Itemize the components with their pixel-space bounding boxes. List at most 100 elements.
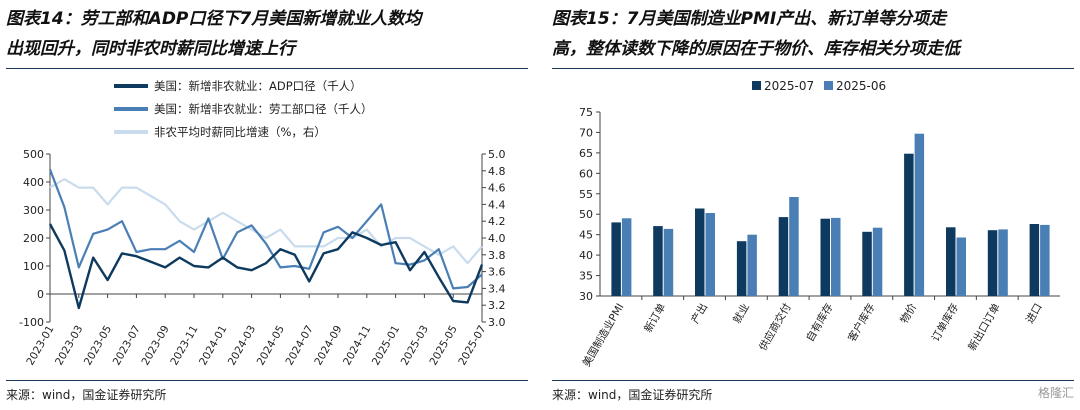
right-y-tick-label: 5.0 <box>488 148 506 161</box>
y-tick-label: 70 <box>579 126 593 139</box>
left-top-rule <box>6 68 528 69</box>
series-line-2 <box>48 169 483 290</box>
right-y-tick-label: 3.4 <box>488 282 506 295</box>
right-y-tick-label: 4.8 <box>488 165 506 178</box>
right-bottom-rule <box>552 380 1074 381</box>
x-tick-label: 2024-07 <box>283 324 315 368</box>
category-label: 新订单 <box>641 301 668 335</box>
bar-2025-07-7 <box>862 231 872 296</box>
category-label: 自有库存 <box>803 301 836 344</box>
y-tick-label: 60 <box>579 167 593 180</box>
category-label: 产出 <box>688 301 710 326</box>
bar-2025-06-2 <box>663 228 674 296</box>
legend-label-1: 美国：新增非农就业：ADP口径（千人） <box>154 79 362 93</box>
left-figure-panel: 图表14：劳工部和ADP口径下7月美国新增就业人数均 出现回升，同时非农时薪同比… <box>6 0 534 410</box>
legend-label-2: 美国：新增非农就业：劳工部口径（千人） <box>154 102 373 116</box>
x-tick-label: 2023-03 <box>53 324 85 368</box>
bar-2025-07-1 <box>611 222 621 296</box>
legend-label-2: 2025-06 <box>836 79 886 93</box>
series-line-3 <box>49 178 483 265</box>
y-tick-label: 55 <box>579 188 593 201</box>
legend-label-1: 2025-07 <box>764 79 814 93</box>
bar-2025-07-3 <box>695 208 705 296</box>
category-label: 进口 <box>1024 302 1045 326</box>
bar-2025-06-3 <box>705 213 715 296</box>
x-tick-label: 2023-01 <box>24 324 56 368</box>
legend-swatch-2 <box>824 81 833 90</box>
x-tick-label: 2023-11 <box>168 324 200 368</box>
category-label: 就业 <box>730 301 752 326</box>
bar-2025-07-4 <box>736 241 747 296</box>
right-y-tick-label: 3.6 <box>488 266 506 279</box>
right-y-tick-label: 4.2 <box>488 215 506 228</box>
bar-2025-06-5 <box>789 197 799 296</box>
bar-2025-06-6 <box>831 217 841 296</box>
left-title-line1: 图表14：劳工部和ADP口径下7月美国新增就业人数均 <box>6 9 422 29</box>
right-title-line1: 图表15：7月美国制造业PMI产出、新订单等分项走 <box>552 9 947 29</box>
legend-swatch-1 <box>752 81 761 90</box>
right-figure-title: 图表15：7月美国制造业PMI产出、新订单等分项走 高，整体读数下降的原因在于物… <box>552 4 1080 64</box>
category-label: 订单库存 <box>929 301 962 344</box>
bar-2025-06-10 <box>998 229 1008 296</box>
left-y-tick-label: 400 <box>23 176 44 189</box>
bar-2025-07-10 <box>987 230 998 296</box>
bar-2025-06-9 <box>956 237 966 296</box>
right-y-tick-label: 4.6 <box>488 182 506 195</box>
y-tick-label: 65 <box>579 147 593 160</box>
right-top-rule <box>552 68 1074 69</box>
x-tick-label: 2023-05 <box>82 324 114 368</box>
left-source-note: 来源：wind，国金证券研究所 <box>6 388 167 402</box>
category-label: 美国制造业PMI <box>580 301 627 369</box>
bar-2025-07-5 <box>778 217 789 296</box>
y-tick-label: 50 <box>579 208 593 221</box>
bar-2025-06-11 <box>1040 224 1050 296</box>
left-bottom-rule <box>6 380 528 381</box>
bar-2025-06-8 <box>914 133 925 296</box>
left-y-tick-label: 100 <box>23 260 44 273</box>
left-y-tick-label: 0 <box>37 288 44 301</box>
right-title-line2: 高，整体读数下降的原因在于物价、库存相关分项走低 <box>552 39 960 59</box>
y-tick-label: 30 <box>579 290 593 303</box>
y-tick-label: 75 <box>579 106 593 119</box>
bar-2025-06-1 <box>621 218 632 296</box>
left-y-tick-label: -100 <box>19 316 44 329</box>
watermark-logo: 格隆汇 <box>1037 386 1074 400</box>
x-tick-label: 2025-03 <box>399 324 431 368</box>
right-y-tick-label: 3.0 <box>488 316 506 329</box>
x-tick-label: 2024-01 <box>197 324 229 368</box>
category-label: 新出口订单 <box>965 301 1003 353</box>
left-title-line2: 出现回升，同时非农时薪同比增速上行 <box>6 39 295 59</box>
series-line-1 <box>48 223 484 310</box>
category-label: 客户库存 <box>845 301 878 344</box>
x-tick-label: 2023-09 <box>139 324 171 368</box>
x-tick-label: 2023-07 <box>111 324 143 368</box>
x-tick-label: 2024-05 <box>255 324 287 368</box>
bar-2025-07-2 <box>653 226 663 296</box>
x-tick-label: 2024-03 <box>226 324 258 368</box>
bar-2025-07-11 <box>1029 224 1040 296</box>
x-tick-label: 2024-11 <box>341 324 373 368</box>
left-figure-title: 图表14：劳工部和ADP口径下7月美国新增就业人数均 出现回升，同时非农时薪同比… <box>6 4 534 64</box>
bar-2025-07-8 <box>904 153 914 296</box>
left-y-tick-label: 200 <box>23 232 44 245</box>
category-label: 供应商交付 <box>756 301 794 353</box>
right-y-tick-label: 3.2 <box>488 299 506 312</box>
y-tick-label: 40 <box>579 249 593 262</box>
left-y-tick-label: 300 <box>23 204 44 217</box>
left-y-tick-label: 500 <box>23 148 44 161</box>
right-figure-panel: 图表15：7月美国制造业PMI产出、新订单等分项走 高，整体读数下降的原因在于物… <box>552 0 1080 410</box>
x-tick-label: 2025-01 <box>370 324 402 368</box>
right-y-tick-label: 3.8 <box>488 249 506 262</box>
y-tick-label: 35 <box>579 270 593 283</box>
bar-2025-06-4 <box>747 234 757 296</box>
right-y-tick-label: 4.0 <box>488 232 506 245</box>
x-tick-label: 2025-05 <box>427 324 459 368</box>
bar-2025-07-9 <box>946 227 956 296</box>
left-line-chart: 500 400 300 200 100 0 -100 5.0 4.8 4.6 4.4 4.2 4.0 3.… <box>19 79 506 368</box>
x-tick-label: 2025-07 <box>456 324 488 368</box>
right-source-note: 来源：wind，国金证券研究所 <box>552 388 713 402</box>
bar-2025-07-6 <box>820 218 830 296</box>
right-y-tick-label: 4.4 <box>488 198 506 211</box>
legend-label-3: 非农平均时薪同比增速（%，右） <box>154 125 326 139</box>
